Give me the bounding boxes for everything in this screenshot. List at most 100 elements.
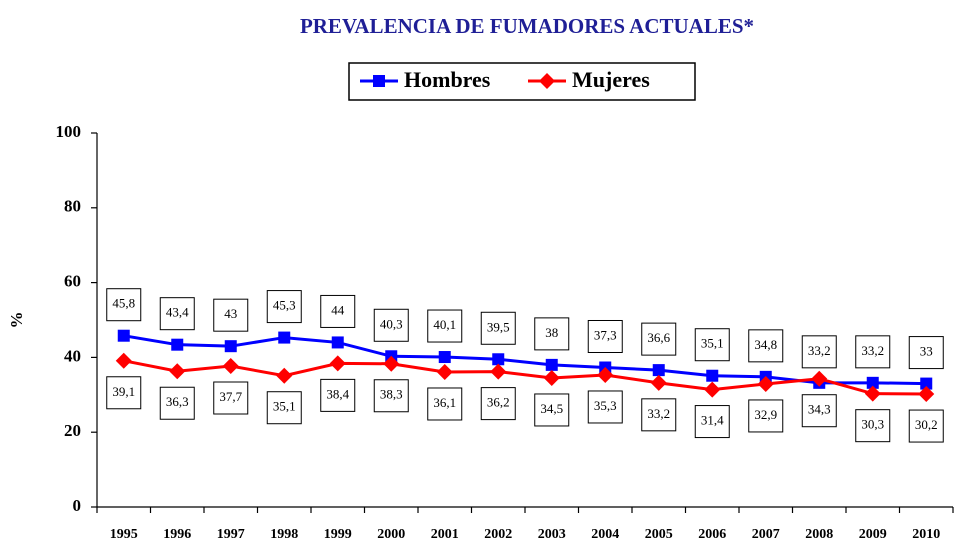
data-point <box>704 381 721 398</box>
value-label: 34,5 <box>540 401 563 416</box>
x-tick-label: 2007 <box>752 527 780 542</box>
legend-label: Hombres <box>404 67 491 92</box>
data-point <box>224 340 237 353</box>
value-label: 43,4 <box>166 305 189 320</box>
value-label: 36,6 <box>647 330 670 345</box>
x-tick-label: 2009 <box>859 527 887 542</box>
value-label: 33,2 <box>861 343 884 358</box>
value-label: 38 <box>545 325 558 340</box>
x-tick-label: 1999 <box>324 527 352 542</box>
value-label-box <box>801 394 837 428</box>
y-axis-label: % <box>7 312 26 329</box>
value-label-box <box>641 322 677 356</box>
value-label: 34,8 <box>754 337 777 352</box>
value-label: 38,3 <box>380 387 403 402</box>
value-label: 37,3 <box>594 327 617 342</box>
value-label-box <box>213 381 249 415</box>
value-label: 32,9 <box>754 407 777 422</box>
data-point <box>864 385 881 402</box>
value-label: 33 <box>920 344 933 359</box>
data-point <box>276 367 293 384</box>
y-tick-label: 100 <box>56 122 82 141</box>
data-point <box>920 377 933 390</box>
value-label-box <box>373 308 409 342</box>
data-point <box>331 336 344 349</box>
value-label-box <box>213 298 249 332</box>
value-label-box <box>641 398 677 432</box>
data-point <box>757 375 774 392</box>
value-label: 39,5 <box>487 319 510 334</box>
y-tick-label: 20 <box>64 421 81 440</box>
x-tick-label: 2006 <box>698 527 726 542</box>
value-label-box <box>908 336 944 370</box>
value-label-box <box>480 387 516 421</box>
x-tick-label: 2005 <box>645 527 673 542</box>
x-tick-label: 2001 <box>431 527 459 542</box>
x-tick-label: 2008 <box>805 527 833 542</box>
series-line <box>123 359 927 396</box>
value-label-box <box>373 379 409 413</box>
value-label-box <box>266 290 302 324</box>
data-point <box>492 353 505 366</box>
value-label-box <box>159 297 195 331</box>
data-point <box>278 331 291 344</box>
value-label-box <box>748 399 784 433</box>
x-tick-label: 2010 <box>912 527 940 542</box>
value-label-box <box>106 376 142 410</box>
legend-marker <box>539 73 555 89</box>
data-point <box>650 374 667 391</box>
value-label: 33,2 <box>647 406 670 421</box>
value-label-box <box>320 294 356 328</box>
value-label: 35,1 <box>701 336 724 351</box>
data-point <box>811 370 828 387</box>
legend-box <box>348 62 696 101</box>
value-label-box <box>855 335 891 369</box>
data-point <box>222 358 239 375</box>
y-tick-label: 40 <box>64 346 81 365</box>
value-label-box <box>908 409 944 443</box>
data-point <box>329 355 346 372</box>
value-label-box <box>480 311 516 345</box>
value-label-box <box>106 288 142 322</box>
data-point <box>438 351 451 364</box>
value-label: 35,1 <box>273 399 296 414</box>
legend-marker <box>373 75 385 87</box>
data-point <box>490 363 507 380</box>
value-label: 31,4 <box>701 413 724 428</box>
value-label-box <box>587 390 623 424</box>
value-label: 34,3 <box>808 402 831 417</box>
value-label: 40,3 <box>380 316 403 331</box>
value-label: 30,3 <box>861 417 884 432</box>
value-label: 43 <box>224 306 237 321</box>
value-label-box <box>855 409 891 443</box>
x-tick-label: 1997 <box>217 527 245 542</box>
data-point <box>543 369 560 386</box>
y-tick-label: 0 <box>73 496 82 515</box>
data-point <box>383 355 400 372</box>
data-point <box>117 329 130 342</box>
value-label: 33,2 <box>808 343 831 358</box>
chart-title: PREVALENCIA DE FUMADORES ACTUALES* <box>300 14 754 38</box>
value-label-box <box>801 335 837 369</box>
value-label: 36,2 <box>487 395 510 410</box>
legend-label: Mujeres <box>572 67 650 92</box>
value-label: 36,1 <box>433 395 456 410</box>
value-label: 39,1 <box>112 384 135 399</box>
value-label: 44 <box>331 302 345 317</box>
value-label-box <box>534 317 570 351</box>
data-point <box>545 358 558 371</box>
x-tick-label: 1998 <box>270 527 298 542</box>
data-point <box>436 363 453 380</box>
x-tick-label: 1996 <box>163 527 191 542</box>
x-tick-label: 2003 <box>538 527 566 542</box>
value-label-box <box>266 391 302 425</box>
value-label-box <box>587 319 623 353</box>
value-label-box <box>427 309 463 343</box>
data-point <box>115 352 132 369</box>
value-label-box <box>694 328 730 362</box>
value-label: 45,8 <box>112 296 135 311</box>
data-point <box>918 386 935 403</box>
value-label: 40,1 <box>433 317 456 332</box>
value-label-box <box>320 378 356 412</box>
